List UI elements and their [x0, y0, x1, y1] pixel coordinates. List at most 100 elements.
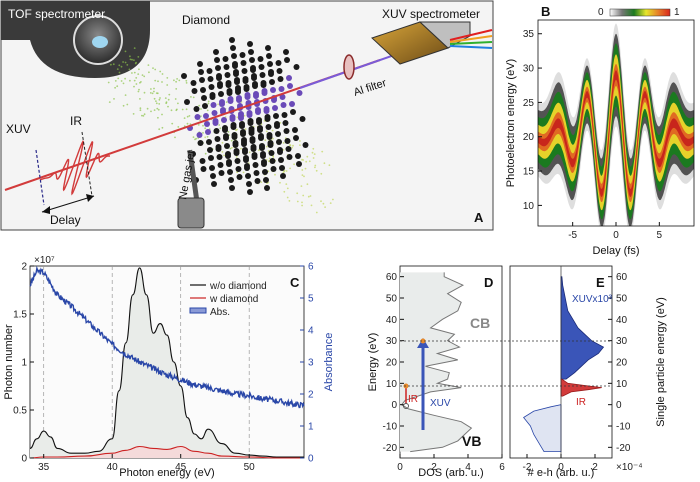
- plume-dot: [175, 88, 178, 90]
- lattice-atom: [240, 60, 247, 66]
- lattice-atom: [265, 124, 272, 130]
- plume-dot: [267, 160, 270, 163]
- e-ytick-label: -10: [616, 422, 631, 433]
- b-ytick-label: 25: [523, 98, 535, 109]
- plume-dot: [197, 124, 200, 126]
- e-xtick-label: 0: [558, 462, 564, 473]
- plume-dot: [282, 149, 285, 151]
- plume-dot: [332, 198, 334, 201]
- c-y2tick-label: 2: [308, 390, 314, 401]
- spectrum-rays: [449, 29, 493, 49]
- plume-dot: [177, 102, 179, 105]
- lattice-atom: [207, 147, 213, 153]
- plume-dot: [177, 126, 180, 128]
- w-diamond-line: [29, 445, 304, 459]
- lattice-atom: [285, 146, 292, 152]
- lattice-atom: [296, 90, 303, 96]
- cb-label: CB: [470, 315, 490, 331]
- plume-dot: [156, 107, 159, 110]
- plume-dot: [301, 158, 303, 161]
- plume-dot: [221, 141, 224, 144]
- colorbar-min: 0: [598, 7, 604, 18]
- lattice-atom: [280, 173, 286, 179]
- lattice-atom: [200, 87, 206, 93]
- plume-dot: [122, 82, 125, 85]
- plume-dot: [129, 58, 132, 61]
- plume-dot: [153, 87, 155, 90]
- plume-dot: [137, 90, 140, 93]
- plume-dot: [312, 157, 315, 159]
- lattice-atom: [211, 110, 218, 116]
- plume-dot: [186, 122, 189, 125]
- lattice-atom: [277, 76, 284, 82]
- lattice-atom: [260, 151, 266, 157]
- lattice-atom: [232, 61, 238, 67]
- lattice-atom: [204, 121, 210, 127]
- plume-dot: [308, 160, 311, 163]
- plume-dot: [289, 144, 292, 147]
- lattice-atom: [268, 69, 274, 75]
- plume-dot: [301, 169, 304, 171]
- plume-dot: [315, 169, 318, 172]
- lattice-atom: [209, 165, 215, 171]
- plume-dot: [289, 167, 291, 170]
- b-xtick-label: -5: [568, 230, 577, 241]
- lattice-atom: [296, 161, 302, 167]
- lattice-atom: [232, 140, 239, 146]
- plume-dot: [131, 58, 133, 61]
- lattice-atom: [251, 73, 257, 79]
- plume-dot: [114, 80, 117, 82]
- lattice-atom: [275, 60, 282, 66]
- c-y2tick-label: 3: [308, 358, 314, 369]
- plume-dot: [324, 206, 326, 209]
- plume-dot: [161, 73, 164, 75]
- lattice-atom: [286, 75, 292, 81]
- panel-b-ylabel: Photoelectron energy (eV): [505, 59, 517, 187]
- panel-e-letter: E: [596, 275, 605, 290]
- plume-dot: [113, 98, 115, 100]
- al-filter: [343, 54, 355, 80]
- lattice-atom: [191, 88, 198, 94]
- c-xtick-label: 35: [38, 462, 50, 473]
- plume-dot: [322, 202, 325, 205]
- b-xtick-label: 0: [613, 230, 619, 241]
- gas-jet-needle: [187, 149, 200, 205]
- plume-dot: [312, 147, 315, 150]
- legend-wo-diamond: w/o diamond: [209, 281, 267, 292]
- lattice-atom: [205, 129, 211, 135]
- lattice-atom: [246, 181, 252, 187]
- plume-dot: [159, 97, 161, 99]
- panel-a: TOF spectrometer Diamond Al filter XUV s…: [0, 0, 494, 231]
- e-ytick-label: -20: [616, 443, 631, 454]
- e-ytick-label: 50: [616, 294, 628, 305]
- lattice-atom: [246, 110, 253, 116]
- plume-dot: [329, 202, 332, 205]
- plume-dot: [313, 153, 316, 156]
- plume-dot: [175, 80, 178, 83]
- lattice-atom: [236, 174, 243, 180]
- panel-d-xlabel: DOS (arb. u.): [418, 467, 483, 479]
- plume-dot: [176, 78, 179, 80]
- d-ytick-label: 0: [391, 400, 397, 411]
- plume-dot: [286, 187, 289, 190]
- lattice-atom: [214, 136, 221, 142]
- c-y2tick-label: 6: [308, 262, 314, 273]
- lattice-atom: [277, 147, 283, 153]
- plume-dot: [299, 140, 301, 142]
- diamond-label: Diamond: [182, 13, 230, 27]
- lattice-atom: [190, 80, 197, 86]
- plume-dot: [137, 73, 140, 75]
- panel-b-ticks: 10 15 20 25 30 35 -5 0 5: [523, 29, 663, 241]
- ir-pulse: [39, 140, 110, 196]
- lattice-atom: [299, 116, 306, 122]
- plume-dot: [185, 108, 188, 111]
- lattice-atom: [259, 143, 265, 149]
- plume-dot: [230, 139, 233, 142]
- lattice-atom: [247, 189, 253, 195]
- plume-dot: [159, 70, 162, 73]
- d-ytick-label: 60: [386, 272, 398, 283]
- xuv-pulse-marker: [35, 149, 45, 206]
- plume-dot: [157, 108, 160, 111]
- lattice-atom: [231, 53, 237, 59]
- plume-dot: [150, 110, 152, 113]
